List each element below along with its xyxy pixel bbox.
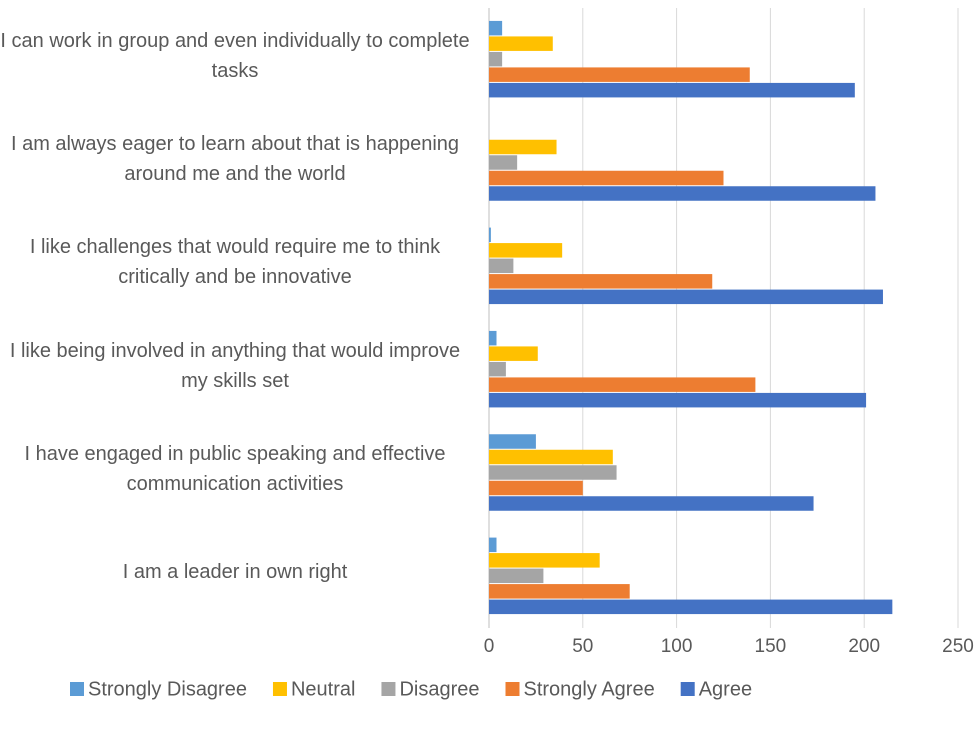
legend-swatch — [272, 682, 287, 696]
bar — [489, 496, 814, 511]
x-tick-label: 250 — [942, 636, 974, 657]
bar — [489, 155, 518, 170]
legend-label: Strongly Agree — [524, 678, 655, 700]
legend-swatch — [505, 682, 520, 696]
bar — [489, 227, 491, 243]
bar — [489, 186, 876, 201]
bar — [489, 553, 600, 568]
bar — [489, 449, 613, 465]
legend-label: Neutral — [291, 678, 355, 700]
bar — [489, 346, 538, 361]
category-label: I have engaged in public speaking and ef… — [24, 443, 446, 495]
legend-label: Agree — [699, 678, 752, 700]
bar — [489, 258, 514, 274]
x-tick-label: 50 — [572, 636, 593, 657]
legend-swatch — [70, 682, 84, 696]
x-tick-label: 150 — [755, 636, 787, 657]
bar — [489, 568, 544, 584]
x-tick-label: 200 — [848, 636, 880, 657]
bar — [489, 480, 583, 496]
bar — [489, 377, 756, 392]
bar — [489, 465, 617, 480]
bar — [489, 584, 630, 599]
bar — [489, 67, 750, 82]
bar — [489, 330, 497, 346]
bar — [489, 392, 867, 408]
bar — [489, 361, 506, 377]
category-label: I like challenges that would require me … — [29, 236, 441, 289]
legend-label: Strongly Disagree — [88, 678, 247, 700]
bar — [489, 537, 497, 553]
x-tick-label: 100 — [661, 636, 693, 657]
bar — [489, 243, 563, 258]
bar — [489, 20, 503, 36]
category-label: I like being involved in anything that w… — [9, 339, 461, 392]
category-label: I can work in group and even individuall… — [0, 29, 470, 82]
category-label: I am always eager to learn about that is… — [10, 133, 460, 185]
bar — [489, 36, 553, 51]
x-tick-label: 0 — [484, 636, 495, 657]
category-label: I am a leader in own right — [122, 561, 348, 584]
bar — [489, 51, 503, 67]
bar — [489, 170, 724, 186]
legend-label: Disagree — [399, 678, 479, 700]
legend-swatch — [680, 682, 695, 696]
bar — [489, 289, 883, 305]
bar — [489, 139, 557, 155]
bar — [489, 82, 855, 98]
bar — [489, 274, 713, 289]
bar — [489, 434, 536, 449]
legend-swatch — [381, 682, 396, 696]
bar — [489, 599, 893, 615]
